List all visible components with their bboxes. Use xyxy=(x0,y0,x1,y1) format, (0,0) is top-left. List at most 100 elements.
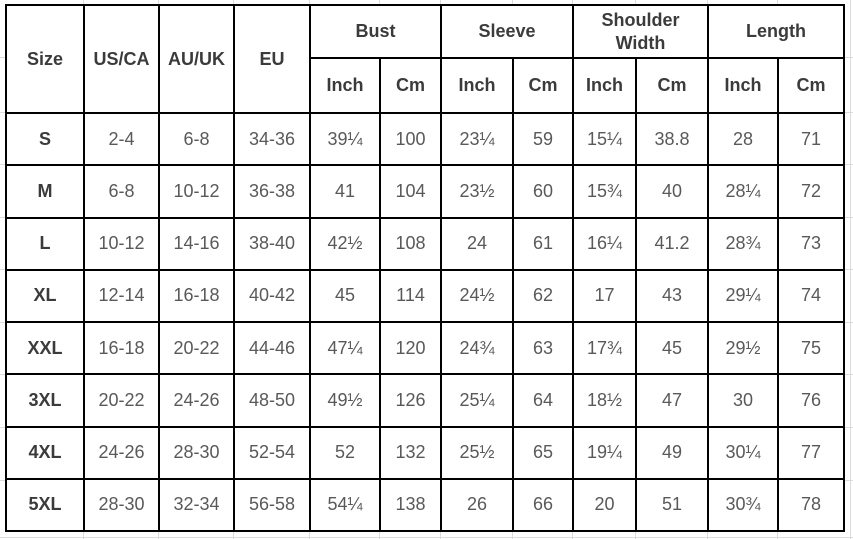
table-row-l: L 10-12 14-16 38-40 42½ 108 24 61 16¼ 41… xyxy=(5,216,846,271)
cell-length-cm: 71 xyxy=(777,111,846,167)
cell-sleeve-cm: 66 xyxy=(512,477,574,533)
cell-sleeve-inch: 26 xyxy=(440,477,514,533)
table-row-xxl: XXL 16-18 20-22 44-46 47¼ 120 24¾ 63 17¾… xyxy=(5,320,846,376)
cell-size: M xyxy=(5,164,85,219)
cell-shoulder-inch: 20 xyxy=(572,477,637,533)
header-sleeve-inch: Inch xyxy=(440,57,514,114)
cell-us-ca: 2-4 xyxy=(83,111,160,167)
cell-length-inch: 30 xyxy=(707,373,780,428)
cell-sleeve-cm: 65 xyxy=(512,425,574,480)
cell-au-uk: 14-16 xyxy=(158,216,235,271)
cell-eu: 48-50 xyxy=(233,373,311,428)
cell-bust-cm: 108 xyxy=(379,216,442,271)
cell-eu: 44-46 xyxy=(233,320,311,376)
cell-length-inch: 28¼ xyxy=(707,164,780,219)
cell-size: 3XL xyxy=(5,373,85,428)
cell-sleeve-inch: 25½ xyxy=(440,425,514,480)
cell-sleeve-cm: 62 xyxy=(512,268,574,324)
cell-length-inch: 30¾ xyxy=(707,477,780,533)
cell-size: 4XL xyxy=(5,425,85,480)
cell-length-cm: 75 xyxy=(777,320,846,376)
table-row-m: M 6-8 10-12 36-38 41 104 23½ 60 15¾ 40 2… xyxy=(5,164,846,219)
cell-bust-inch: 54¼ xyxy=(309,477,381,533)
cell-sleeve-inch: 23½ xyxy=(440,164,514,219)
header-shoulder-cm: Cm xyxy=(634,57,710,114)
cell-shoulder-cm: 49 xyxy=(634,425,710,480)
cell-sleeve-inch: 24¾ xyxy=(440,320,514,376)
cell-sleeve-cm: 59 xyxy=(512,111,574,167)
cell-eu: 36-38 xyxy=(233,164,311,219)
cell-bust-cm: 138 xyxy=(379,477,442,533)
cell-shoulder-inch: 18½ xyxy=(572,373,637,428)
cell-eu: 38-40 xyxy=(233,216,311,271)
cell-shoulder-cm: 43 xyxy=(634,268,710,324)
cell-bust-cm: 120 xyxy=(379,320,442,376)
header-au-uk: AU/UK xyxy=(158,4,235,114)
cell-shoulder-cm: 41.2 xyxy=(634,216,710,271)
header-size: Size xyxy=(5,4,85,114)
cell-sleeve-cm: 60 xyxy=(512,164,574,219)
cell-au-uk: 32-34 xyxy=(158,477,235,533)
cell-sleeve-inch: 23¼ xyxy=(440,111,514,167)
header-length-cm: Cm xyxy=(777,57,846,114)
cell-bust-cm: 114 xyxy=(379,268,442,324)
table-row-s: S 2-4 6-8 34-36 39¼ 100 23¼ 59 15¼ 38.8 … xyxy=(5,111,846,167)
header-bust-inch: Inch xyxy=(309,57,381,114)
cell-us-ca: 24-26 xyxy=(83,425,160,480)
cell-au-uk: 24-26 xyxy=(158,373,235,428)
cell-size: 5XL xyxy=(5,477,85,533)
header-length: Length xyxy=(707,4,846,59)
header-bust-cm: Cm xyxy=(379,57,442,114)
header-sleeve: Sleeve xyxy=(440,4,574,59)
cell-shoulder-cm: 51 xyxy=(634,477,710,533)
cell-bust-inch: 47¼ xyxy=(309,320,381,376)
table-row-4xl: 4XL 24-26 28-30 52-54 52 132 25½ 65 19¼ … xyxy=(5,425,846,480)
header-sub-row: Inch Cm Inch Cm Inch Cm Inch Cm xyxy=(6,57,846,114)
cell-length-cm: 72 xyxy=(777,164,846,219)
header-shoulder-inch: Inch xyxy=(572,57,637,114)
cell-size: L xyxy=(5,216,85,271)
cell-length-inch: 29½ xyxy=(707,320,780,376)
cell-eu: 52-54 xyxy=(233,425,311,480)
cell-au-uk: 6-8 xyxy=(158,111,235,167)
cell-au-uk: 20-22 xyxy=(158,320,235,376)
header-eu: EU xyxy=(233,4,311,114)
header-length-inch: Inch xyxy=(707,57,780,114)
header-sleeve-cm: Cm xyxy=(512,57,574,114)
cell-bust-inch: 42½ xyxy=(309,216,381,271)
header-bust: Bust xyxy=(309,4,442,59)
cell-shoulder-inch: 17 xyxy=(572,268,637,324)
cell-us-ca: 12-14 xyxy=(83,268,160,324)
cell-us-ca: 10-12 xyxy=(83,216,160,271)
cell-shoulder-inch: 17¾ xyxy=(572,320,637,376)
cell-us-ca: 20-22 xyxy=(83,373,160,428)
cell-sleeve-cm: 64 xyxy=(512,373,574,428)
cell-us-ca: 16-18 xyxy=(83,320,160,376)
cell-us-ca: 28-30 xyxy=(83,477,160,533)
cell-bust-inch: 52 xyxy=(309,425,381,480)
cell-shoulder-cm: 47 xyxy=(634,373,710,428)
cell-length-cm: 73 xyxy=(777,216,846,271)
table-row-3xl: 3XL 20-22 24-26 48-50 49½ 126 25¼ 64 18½… xyxy=(5,373,846,428)
size-chart-table: Size US/CA AU/UK EU Bust Sleeve Shoulder… xyxy=(5,4,846,533)
cell-size: XXL xyxy=(5,320,85,376)
cell-shoulder-cm: 45 xyxy=(634,320,710,376)
cell-length-cm: 77 xyxy=(777,425,846,480)
cell-shoulder-inch: 16¼ xyxy=(572,216,637,271)
cell-shoulder-inch: 15¼ xyxy=(572,111,637,167)
cell-bust-inch: 49½ xyxy=(309,373,381,428)
cell-eu: 56-58 xyxy=(233,477,311,533)
cell-bust-cm: 132 xyxy=(379,425,442,480)
cell-length-cm: 74 xyxy=(777,268,846,324)
cell-shoulder-inch: 19¼ xyxy=(572,425,637,480)
cell-sleeve-inch: 24½ xyxy=(440,268,514,324)
cell-shoulder-inch: 15¾ xyxy=(572,164,637,219)
table-row-5xl: 5XL 28-30 32-34 56-58 54¼ 138 26 66 20 5… xyxy=(5,477,846,533)
cell-length-inch: 29¼ xyxy=(707,268,780,324)
cell-au-uk: 28-30 xyxy=(158,425,235,480)
cell-sleeve-inch: 25¼ xyxy=(440,373,514,428)
cell-length-cm: 76 xyxy=(777,373,846,428)
cell-au-uk: 16-18 xyxy=(158,268,235,324)
cell-length-inch: 28¾ xyxy=(707,216,780,271)
cell-length-inch: 30¼ xyxy=(707,425,780,480)
